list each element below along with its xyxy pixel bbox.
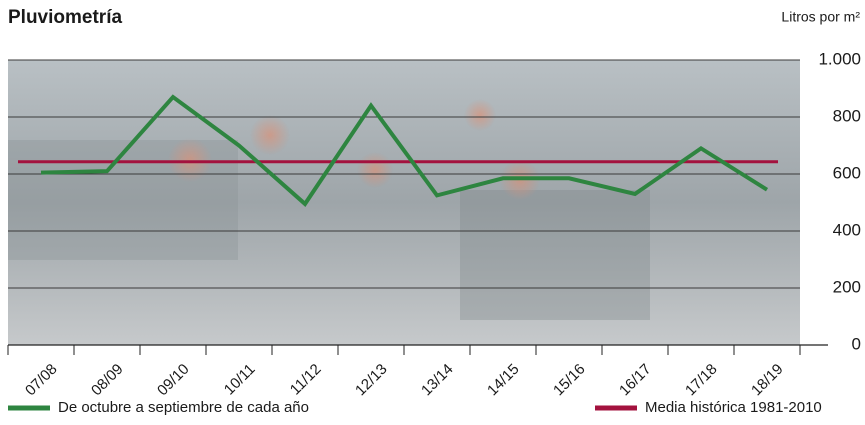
- data-line: [40, 94, 769, 207]
- chart-title: Pluviometría: [8, 7, 122, 28]
- y-axis-label: Litros por m²: [781, 9, 860, 25]
- x-tick-label: 15/16: [550, 361, 589, 400]
- x-tick-label: 10/11: [221, 361, 259, 399]
- photo-decoration: [8, 99, 650, 320]
- y-tick-label: 200: [833, 277, 861, 296]
- x-tick-label: 17/18: [682, 361, 721, 400]
- legend-label: Media histórica 1981-2010: [645, 399, 822, 416]
- y-tick-label: 400: [833, 220, 861, 239]
- x-tick-label: 11/12: [287, 361, 325, 399]
- legend-label: De octubre a septiembre de cada año: [58, 399, 309, 416]
- background-photo: [8, 60, 800, 345]
- y-tick-label: 1.000: [818, 49, 861, 68]
- y-tick-label: 600: [833, 163, 861, 182]
- x-tick-label: 12/13: [352, 361, 391, 400]
- y-tick-label: 800: [833, 106, 861, 125]
- x-tick-label: 07/08: [22, 361, 61, 400]
- x-tick-label: 16/17: [616, 361, 655, 400]
- x-tick-label: 14/15: [484, 361, 523, 400]
- y-tick-label: 0: [852, 334, 861, 353]
- x-tick-label: 18/19: [748, 361, 787, 400]
- x-tick-label: 13/14: [418, 361, 457, 400]
- x-tick-label: 08/09: [88, 361, 127, 400]
- x-tick-label: 09/10: [154, 361, 193, 400]
